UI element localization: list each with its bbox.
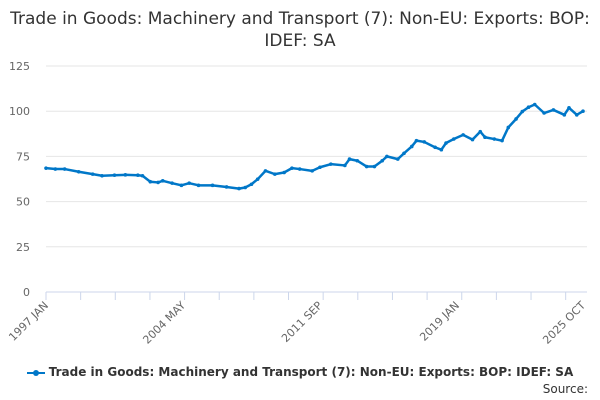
legend-line-marker-icon: [26, 369, 45, 376]
data-point: [170, 181, 174, 185]
data-point: [263, 169, 268, 173]
legend-label: Trade in Goods: Machinery and Transport …: [48, 365, 574, 379]
data-point: [243, 185, 248, 190]
data-point: [343, 163, 347, 168]
data-point: [112, 173, 117, 178]
y-tick-label: 25: [16, 241, 30, 254]
data-point: [380, 158, 385, 163]
x-tick-label: 2019 JAN: [417, 299, 462, 344]
data-point: [526, 105, 531, 110]
data-point: [532, 102, 537, 107]
data-point: [562, 113, 567, 117]
data-point: [444, 141, 448, 145]
data-point: [409, 144, 414, 149]
data-point: [136, 173, 140, 178]
data-point: [483, 135, 487, 140]
data-point: [492, 137, 497, 141]
data-point: [249, 182, 254, 187]
data-point: [100, 173, 104, 178]
data-point: [433, 145, 437, 150]
data-point: [90, 172, 95, 176]
data-point: [196, 183, 201, 188]
data-point: [224, 185, 229, 189]
data-point: [62, 167, 67, 171]
data-point: [347, 157, 352, 161]
data-point: [452, 137, 456, 141]
data-point: [461, 133, 465, 137]
data-point: [140, 173, 145, 178]
data-point: [520, 109, 525, 114]
data-point: [282, 170, 286, 175]
data-point: [372, 164, 377, 169]
data-point: [385, 154, 389, 159]
data-point: [290, 166, 294, 170]
data-point: [44, 166, 48, 170]
data-point: [551, 108, 556, 112]
data-point: [255, 177, 260, 181]
y-tick-label: 75: [16, 150, 30, 163]
data-point: [179, 183, 184, 188]
data-point: [53, 167, 58, 171]
y-tick-label: 125: [9, 60, 30, 73]
legend[interactable]: Trade in Goods: Machinery and Transport …: [0, 365, 600, 379]
x-tick-label: 2025 OCT: [540, 299, 588, 347]
data-point: [329, 162, 333, 166]
data-point: [318, 165, 322, 170]
data-point: [500, 138, 504, 143]
line-chart: 0 25 50 75 100 125 1997 JAN 2004 MAY 2011 SEP 201…: [6, 60, 588, 347]
data-point: [210, 183, 215, 188]
data-point: [422, 140, 427, 144]
x-tick-label: 1997 JAN: [6, 299, 51, 344]
x-tick-label: 2004 MAY: [140, 299, 188, 347]
data-point: [160, 179, 165, 183]
data-point: [514, 117, 518, 121]
data-point: [478, 129, 483, 134]
data-point: [395, 157, 400, 161]
data-point: [123, 173, 128, 177]
data-point: [156, 180, 160, 185]
data-point: [237, 186, 241, 191]
data-point: [310, 169, 314, 173]
y-tick-label: 0: [23, 286, 30, 299]
data-point: [414, 138, 419, 143]
x-tick-label: 2011 SEP: [279, 299, 325, 345]
data-point: [273, 172, 277, 176]
y-tick-label: 50: [16, 196, 30, 209]
series-line: [45, 103, 584, 190]
data-point: [187, 181, 191, 185]
data-point: [402, 151, 406, 156]
data-point: [297, 167, 302, 171]
data-point: [574, 113, 579, 117]
data-point: [439, 147, 444, 152]
data-point: [567, 105, 571, 110]
source-label: Source:: [542, 382, 588, 396]
y-tick-label: 100: [9, 105, 30, 118]
data-point: [581, 109, 585, 113]
data-point: [542, 111, 546, 115]
data-point: [364, 164, 369, 169]
data-point: [355, 158, 360, 163]
data-point: [148, 179, 153, 184]
data-point: [470, 137, 475, 142]
data-point: [506, 125, 511, 130]
chart-title: Trade in Goods: Machinery and Transport …: [10, 9, 590, 51]
data-point: [76, 169, 81, 174]
